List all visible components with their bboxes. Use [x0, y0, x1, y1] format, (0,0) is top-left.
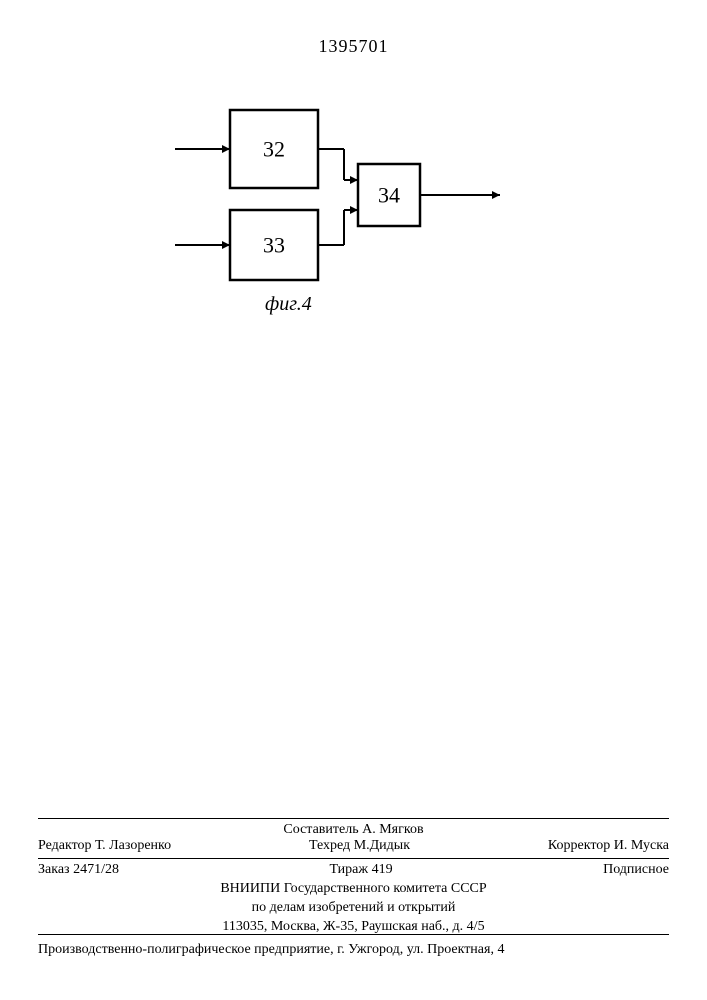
- separator-line: [38, 858, 669, 859]
- subscription: Подписное: [603, 862, 669, 878]
- tirazh-label: Тираж: [329, 862, 368, 877]
- page: 1395701 323334 фиг.4 Составитель А. Мягк…: [0, 0, 707, 1000]
- footer-line: Производственно-полиграфическое предприя…: [38, 942, 669, 958]
- figure-4-diagram: 32 33 34: [0, 0, 707, 400]
- block-label-n34: 34: [378, 183, 400, 208]
- techred-name: М.Дидык: [354, 838, 410, 853]
- editor-cell: Редактор Т. Лазоренко: [38, 838, 171, 854]
- order-label: Заказ: [38, 862, 70, 877]
- separator-line: [38, 934, 669, 935]
- colophon-roles: Составитель А. Мягков Редактор Т. Лазоре…: [38, 822, 669, 854]
- block-label-n32: 32: [263, 137, 285, 162]
- compiler-label: Составитель: [283, 822, 358, 837]
- figure-label: фиг.4: [265, 293, 312, 316]
- corrector-cell: Корректор И. Муска: [548, 838, 669, 854]
- block-label-n33: 33: [263, 233, 285, 258]
- techred-label: Техред: [309, 838, 350, 853]
- order-cell: Заказ 2471/28: [38, 862, 119, 878]
- colophon-order: Заказ 2471/28 Тираж 419 Подписное ВНИИПИ…: [38, 862, 669, 937]
- corrector-label: Корректор: [548, 838, 610, 853]
- editor-name: Т. Лазоренко: [95, 838, 171, 853]
- compiler-name: А. Мягков: [362, 822, 423, 837]
- separator-line: [38, 818, 669, 819]
- tirazh-cell: Тираж 419: [329, 862, 392, 878]
- corrector-name: И. Муска: [614, 838, 669, 853]
- tirazh-value: 419: [372, 862, 393, 877]
- publisher-line-2: по делам изобретений и открытий: [38, 899, 669, 918]
- techred-cell: Техред М.Дидык: [309, 838, 410, 854]
- editor-label: Редактор: [38, 838, 92, 853]
- publisher-line-1: ВНИИПИ Государственного комитета СССР: [38, 880, 669, 899]
- order-value: 2471/28: [73, 862, 119, 877]
